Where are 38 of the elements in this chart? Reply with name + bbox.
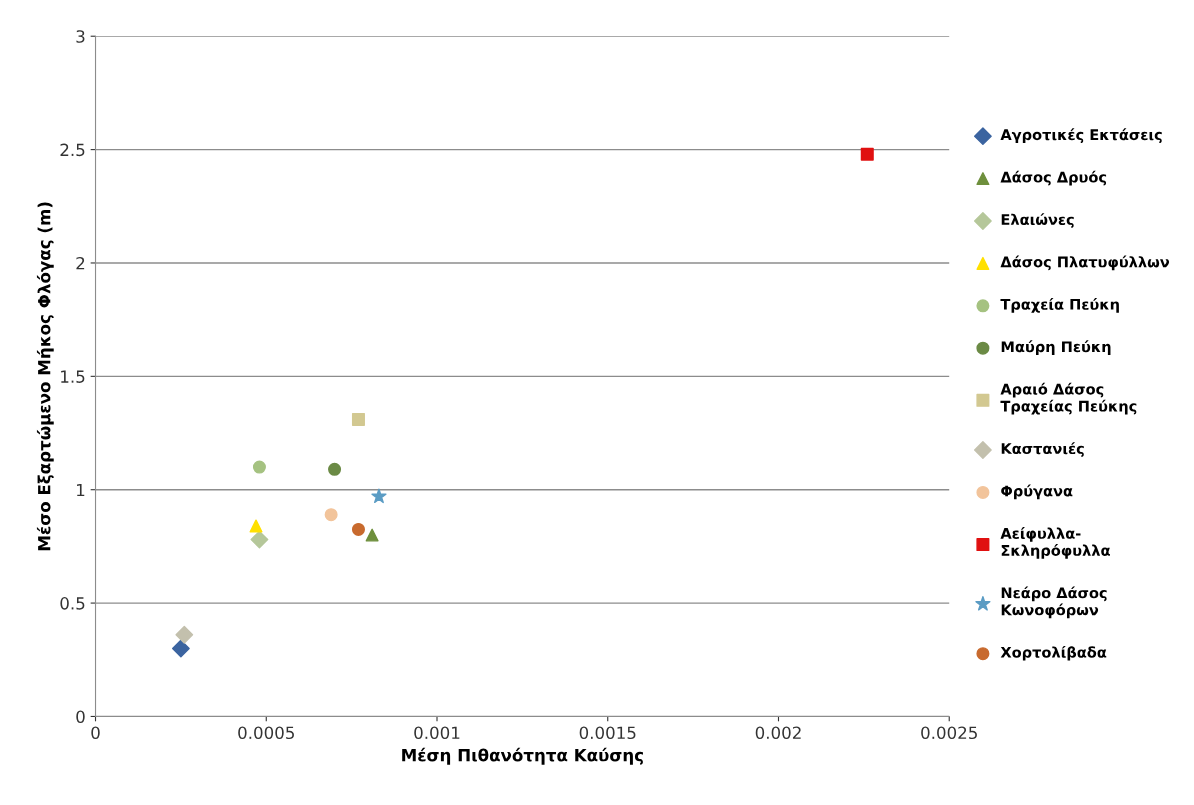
point <box>252 460 266 474</box>
legend-label: Καστανιές <box>1001 442 1084 457</box>
point <box>324 508 338 522</box>
legend-label: Τραχεία Πεύκη <box>1000 297 1119 313</box>
point <box>351 522 365 536</box>
y-axis-title: Μέσο Εξαρτώμενο Μήκος Φλόγας (m) <box>36 202 54 551</box>
x-tick-label: 0.0005 <box>238 726 294 740</box>
point <box>351 412 365 426</box>
legend-label: Νεάρο Δάσος Κωνοφόρων <box>1001 586 1107 619</box>
y-tick-label: 1.5 <box>61 370 85 383</box>
y-tick-label: 0.5 <box>60 597 85 610</box>
point <box>175 625 194 644</box>
x-axis-title: Μέση Πιθανότητα Καύσης <box>402 747 643 765</box>
y-tick-label: 2 <box>76 256 85 270</box>
legend-label: Δάσος Δρυός <box>1000 170 1107 186</box>
x-tick-label: 0.001 <box>414 726 460 740</box>
legend-label: Αραιό Δάσος Τραχείας Πεύκης <box>1000 382 1137 415</box>
x-tick-label: 0.0015 <box>579 726 636 740</box>
legend-label: Δάσος Πλατυφύλλων <box>1000 255 1170 271</box>
y-tick-label: 1 <box>77 483 85 497</box>
x-tick-label: 0.002 <box>755 726 801 740</box>
legend-label: Ελαιώνες <box>1001 213 1074 228</box>
point <box>365 528 379 542</box>
point <box>171 639 190 658</box>
x-tick-label: 0.0025 <box>921 726 977 740</box>
legend-label: Αγροτικές Εκτάσεις <box>1000 128 1162 144</box>
point <box>328 462 342 476</box>
y-tick-label: 0 <box>76 710 85 724</box>
x-tick-label: 0 <box>91 726 100 740</box>
y-tick-label: 2.5 <box>60 143 85 157</box>
y-tick-label: 3 <box>76 30 85 43</box>
point <box>860 147 874 161</box>
legend-label: Αείφυλλα- Σκληρόφυλλα <box>1000 527 1110 559</box>
legend-label: Φρύγανα <box>1001 484 1073 500</box>
point <box>250 530 269 549</box>
point <box>371 488 387 504</box>
legend-label: Χορτολίβαδα <box>1000 645 1107 661</box>
legend-label: Μαύρη Πεύκη <box>1001 340 1111 356</box>
